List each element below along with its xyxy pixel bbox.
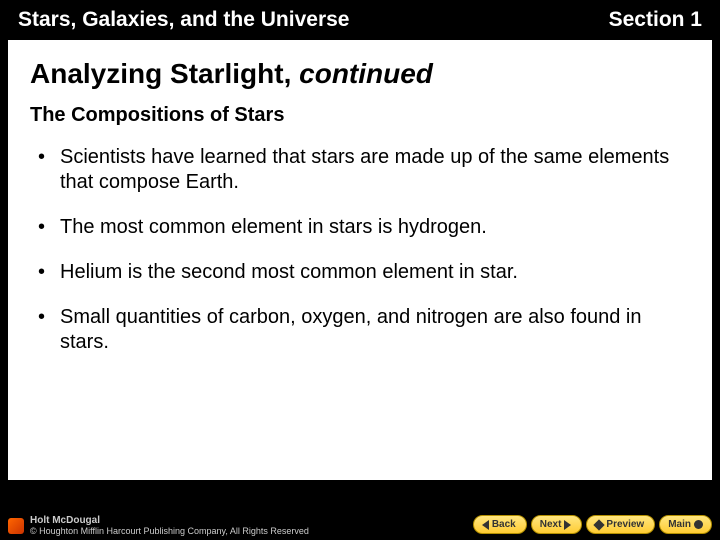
list-item: Scientists have learned that stars are m… bbox=[38, 145, 690, 195]
next-button[interactable]: Next bbox=[531, 515, 583, 534]
main-label: Main bbox=[668, 519, 691, 530]
section-label: Section 1 bbox=[609, 8, 702, 32]
list-item: The most common element in stars is hydr… bbox=[38, 215, 690, 240]
bullet-list: Scientists have learned that stars are m… bbox=[30, 145, 690, 355]
circle-icon bbox=[694, 520, 703, 529]
slide-title-italic: continued bbox=[299, 58, 433, 89]
copyright-line: © Houghton Mifflin Harcourt Publishing C… bbox=[30, 526, 309, 536]
publisher-logo-icon bbox=[8, 518, 24, 534]
slide-subtitle: The Compositions of Stars bbox=[30, 104, 690, 127]
footer: Holt McDougal © Houghton Mifflin Harcour… bbox=[0, 490, 720, 540]
preview-button[interactable]: Preview bbox=[586, 515, 655, 534]
arrow-left-icon bbox=[482, 520, 489, 530]
chapter-title: Stars, Galaxies, and the Universe bbox=[18, 8, 350, 32]
header-bar: Stars, Galaxies, and the Universe Sectio… bbox=[0, 0, 720, 38]
back-label: Back bbox=[492, 519, 516, 530]
diamond-icon bbox=[594, 519, 605, 530]
slide-content: Analyzing Starlight, continued The Compo… bbox=[8, 40, 712, 480]
slide-title: Analyzing Starlight, continued bbox=[30, 58, 690, 90]
list-item: Helium is the second most common element… bbox=[38, 260, 690, 285]
next-label: Next bbox=[540, 519, 562, 530]
list-item: Small quantities of carbon, oxygen, and … bbox=[38, 305, 690, 355]
copyright-text: Holt McDougal © Houghton Mifflin Harcour… bbox=[30, 515, 309, 536]
nav-buttons: Back Next Preview Main bbox=[473, 515, 712, 534]
back-button[interactable]: Back bbox=[473, 515, 527, 534]
main-button[interactable]: Main bbox=[659, 515, 712, 534]
slide-title-prefix: Analyzing Starlight, bbox=[30, 58, 299, 89]
publisher-name: Holt McDougal bbox=[30, 515, 309, 526]
preview-label: Preview bbox=[606, 519, 644, 530]
arrow-right-icon bbox=[564, 520, 571, 530]
copyright-block: Holt McDougal © Houghton Mifflin Harcour… bbox=[8, 515, 309, 536]
